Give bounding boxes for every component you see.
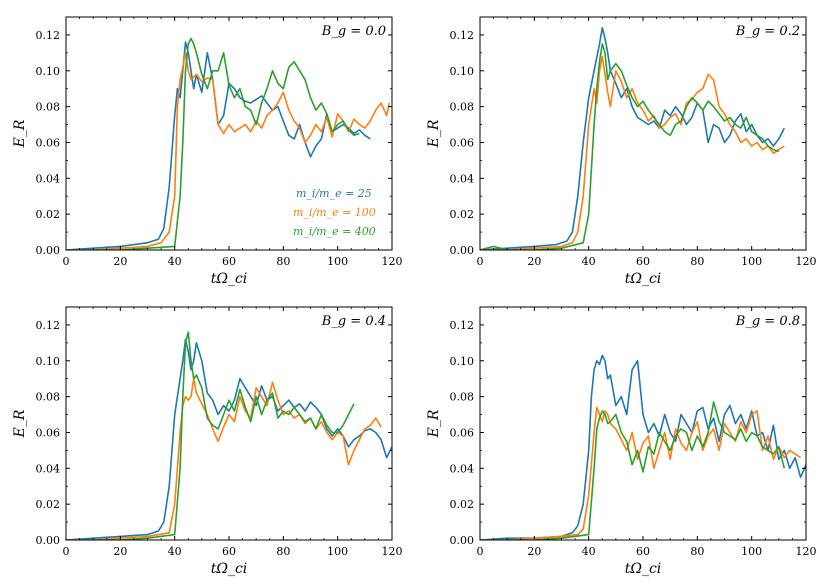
y-tick-label: 0.02	[36, 498, 61, 511]
x-tick-label: 60	[636, 545, 650, 558]
y-tick-label: 0.04	[450, 462, 475, 475]
x-tick-label: 0	[63, 255, 70, 268]
panel-title: B_g = 0.8	[735, 314, 800, 329]
x-tick-label: 100	[741, 255, 762, 268]
series-line-p2-s0	[66, 338, 392, 540]
y-tick-label: 0.08	[450, 391, 475, 404]
y-tick-label: 0.08	[36, 391, 61, 404]
series-line-p3-s1	[480, 406, 802, 540]
x-tick-label: 40	[168, 545, 182, 558]
y-axis-label: E_R	[426, 119, 442, 148]
y-axis-label: E_R	[12, 119, 28, 148]
x-tick-label: 60	[222, 255, 236, 268]
panel-0: 0 20 40 60 80 100 120 0.00 0.02 0.04 0.06 0.08 0.10 0…	[12, 16, 403, 287]
x-axis-label: tΩ_ci	[625, 271, 662, 287]
x-tick-label: 20	[113, 255, 127, 268]
y-axis-label: E_R	[12, 409, 28, 438]
y-tick-label: 0.02	[36, 208, 61, 221]
y-tick-label: 0.10	[450, 355, 475, 368]
panel-3: 0 20 40 60 80 100 120 0.00 0.02 0.04 0.06 0.08 0.10 0…	[426, 306, 817, 577]
x-tick-label: 100	[327, 545, 348, 558]
panel-title: B_g = 0.4	[321, 314, 386, 329]
series-line-p0-s1	[66, 51, 391, 250]
legend-entry-0: m_i/m_e = 25	[296, 187, 372, 200]
legend: m_i/m_e = 25 m_i/m_e = 100 m_i/m_e = 400	[293, 187, 376, 238]
y-tick-label: 0.08	[36, 101, 61, 114]
y-tick-label: 0.02	[450, 498, 475, 511]
series-line-p1-s2	[480, 43, 780, 250]
x-tick-label: 60	[636, 255, 650, 268]
x-tick-label: 20	[527, 255, 541, 268]
panel-1: 0 20 40 60 80 100 120 0.00 0.02 0.04 0.06 0.08 0.10 0…	[426, 16, 817, 287]
y-tick-label: 0.06	[450, 136, 475, 149]
panel-frame-1	[479, 16, 807, 251]
y-tick-label: 0.04	[36, 172, 61, 185]
y-tick-label: 0.10	[36, 65, 61, 78]
x-tick-label: 100	[741, 545, 762, 558]
x-tick-label: 120	[382, 255, 403, 268]
x-tick-label: 100	[327, 255, 348, 268]
x-tick-label: 40	[582, 545, 596, 558]
y-tick-label: 0.00	[450, 534, 475, 547]
series-line-p2-s1	[66, 377, 382, 540]
x-tick-label: 0	[477, 545, 484, 558]
x-tick-label: 20	[113, 545, 127, 558]
panel-title: B_g = 0.2	[735, 24, 800, 39]
y-tick-label: 0.10	[450, 65, 475, 78]
x-tick-label: 80	[690, 545, 704, 558]
panel-frame-3	[479, 306, 807, 541]
series-line-p1-s1	[480, 55, 785, 250]
x-tick-label: 120	[382, 545, 403, 558]
y-tick-label: 0.00	[36, 244, 61, 257]
y-tick-label: 0.04	[450, 172, 475, 185]
y-tick-label: 0.10	[36, 355, 61, 368]
x-axis-label: tΩ_ci	[211, 561, 248, 577]
x-axis-label: tΩ_ci	[211, 271, 248, 287]
x-tick-label: 120	[796, 255, 817, 268]
x-tick-label: 80	[276, 255, 290, 268]
x-tick-label: 0	[477, 255, 484, 268]
y-tick-label: 0.12	[450, 29, 475, 42]
x-tick-label: 80	[690, 255, 704, 268]
x-axis-label: tΩ_ci	[625, 561, 662, 577]
y-tick-label: 0.12	[36, 29, 61, 42]
series-line-p3-s0	[480, 354, 806, 540]
y-tick-label: 0.06	[36, 426, 61, 439]
x-tick-label: 120	[796, 545, 817, 558]
series-line-p3-s2	[480, 401, 786, 540]
y-tick-label: 0.12	[450, 319, 475, 332]
panel-title: B_g = 0.0	[321, 24, 386, 39]
y-tick-label: 0.08	[450, 101, 475, 114]
x-tick-label: 80	[276, 545, 290, 558]
x-tick-label: 60	[222, 545, 236, 558]
series-line-p0-s2	[66, 37, 360, 250]
x-tick-label: 40	[582, 255, 596, 268]
legend-entry-1: m_i/m_e = 100	[293, 206, 376, 219]
y-tick-label: 0.06	[450, 426, 475, 439]
panel-frame-2	[65, 306, 393, 541]
y-tick-label: 0.00	[36, 534, 61, 547]
y-axis-label: E_R	[426, 409, 442, 438]
x-tick-label: 20	[527, 545, 541, 558]
y-tick-label: 0.00	[450, 244, 475, 257]
y-tick-label: 0.12	[36, 319, 61, 332]
y-tick-label: 0.04	[36, 462, 61, 475]
y-tick-label: 0.02	[450, 208, 475, 221]
y-tick-label: 0.06	[36, 136, 61, 149]
legend-entry-2: m_i/m_e = 400	[293, 225, 376, 238]
x-tick-label: 40	[168, 255, 182, 268]
x-tick-label: 0	[63, 545, 70, 558]
series-line-p2-s2	[66, 331, 355, 540]
panel-2: 0 20 40 60 80 100 120 0.00 0.02 0.04 0.06 0.08 0.10 0…	[12, 306, 403, 577]
